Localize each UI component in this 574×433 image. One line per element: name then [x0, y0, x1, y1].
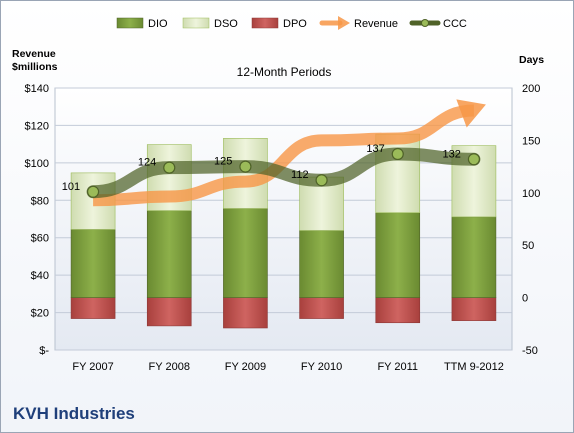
bar-dio [299, 230, 344, 298]
bar-dio [70, 229, 116, 298]
legend-swatch-revenue [319, 16, 350, 30]
ccc-data-label: 137 [366, 143, 384, 155]
legend-swatch-ccc [409, 19, 441, 27]
left-tick-label: $40 [31, 270, 49, 282]
axis-labels: $- $20 $40 $60 $80 $100 $120 $140 -50 0 50 100 150 20… [25, 83, 541, 373]
right-axis-title: Days [519, 54, 544, 66]
left-tick-label: $60 [31, 233, 49, 245]
right-tick-label: 50 [522, 240, 534, 252]
bar-dpo [299, 297, 344, 319]
ccc-marker [467, 153, 481, 166]
legend-label-dpo: DPO [283, 18, 307, 30]
ccc-marker [315, 174, 328, 187]
right-tick-label: 200 [522, 83, 540, 95]
bar-dpo [451, 297, 497, 321]
bar-dpo [375, 297, 421, 324]
ccc-data-label: 125 [214, 156, 232, 168]
x-tick-label: FY 2010 [301, 361, 342, 373]
ccc-line [86, 147, 481, 199]
revenue-line [93, 104, 475, 207]
legend-label-dio: DIO [148, 18, 168, 30]
chart-subtitle: 12-Month Periods [237, 65, 332, 79]
ccc-marker [239, 160, 252, 173]
line-layer: 101 124 125 112 137 132 [62, 99, 486, 207]
left-axis-title-line1: Revenue [12, 48, 56, 60]
ccc-marker [391, 147, 404, 161]
x-tick-label: FY 2009 [225, 361, 266, 373]
legend-swatch-dso [182, 17, 210, 29]
ccc-data-label: 101 [62, 181, 80, 193]
left-tick-label: $- [39, 345, 49, 357]
right-tick-label: 0 [522, 293, 528, 305]
legend-label-revenue: Revenue [354, 18, 398, 30]
legend: DIO DSO DPO Revenue CCC [116, 16, 467, 30]
left-tick-label: $100 [25, 158, 49, 170]
ccc-data-label: 124 [138, 157, 156, 169]
x-tick-label: TTM 9-2012 [444, 361, 504, 373]
bar-dpo [223, 297, 268, 329]
bar-layer [70, 133, 497, 329]
company-name: KVH Industries [13, 404, 135, 423]
right-tick-label: 150 [522, 135, 540, 147]
left-tick-label: $80 [31, 195, 49, 207]
legend-label-ccc: CCC [443, 18, 467, 30]
bar-dso [375, 133, 421, 214]
ccc-marker [163, 161, 176, 174]
x-tick-label: FY 2007 [72, 361, 113, 373]
bar-dpo [146, 297, 192, 327]
ccc-marker [86, 185, 100, 198]
bar-dpo [70, 297, 116, 319]
revenue-arrowhead [456, 99, 486, 128]
left-axis-title-line2: $millions [12, 61, 58, 73]
right-tick-label: -50 [522, 345, 538, 357]
bar-dio [375, 212, 421, 298]
legend-swatch-dpo [251, 17, 279, 29]
bar-dio [146, 210, 192, 298]
left-tick-label: $140 [25, 83, 49, 95]
right-tick-label: 100 [522, 188, 540, 200]
left-tick-label: $120 [25, 120, 49, 132]
legend-swatch-dio [116, 17, 144, 29]
x-tick-label: FY 2011 [377, 361, 418, 373]
ccc-data-label: 112 [291, 169, 309, 181]
left-tick-label: $20 [31, 308, 49, 320]
legend-label-dso: DSO [214, 18, 238, 30]
plot-area [54, 87, 513, 351]
x-tick-label: FY 2008 [149, 361, 190, 373]
bar-dio [223, 208, 268, 298]
bar-dio [451, 216, 497, 298]
ccc-data-label: 132 [443, 148, 461, 160]
